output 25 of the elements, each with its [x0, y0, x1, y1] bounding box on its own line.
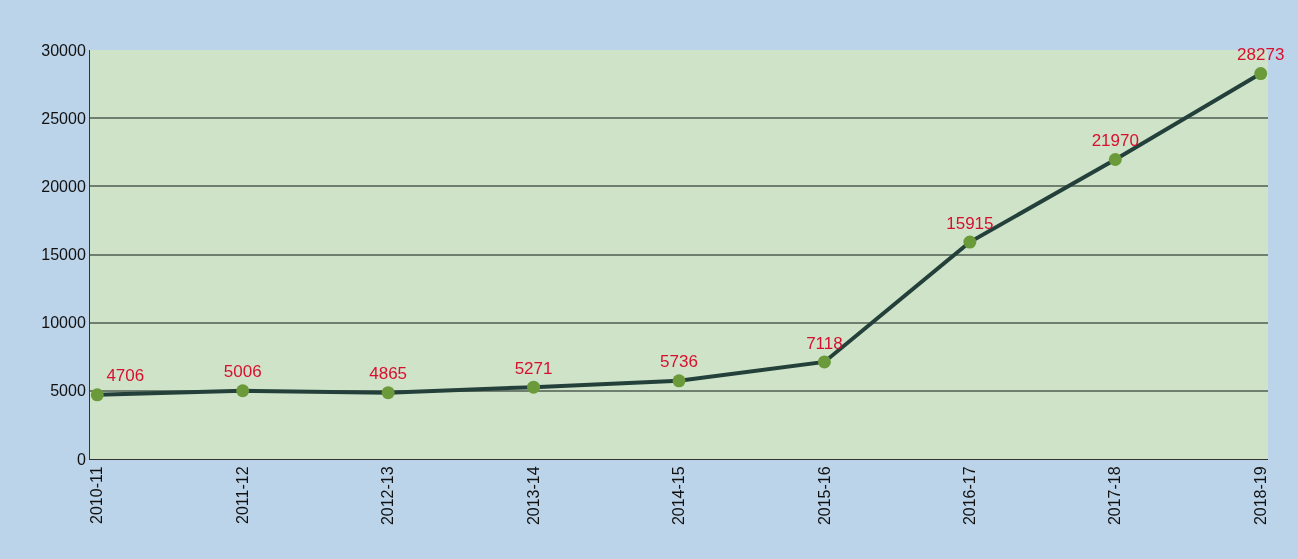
- y-tick-label: 10000: [41, 314, 86, 332]
- data-label: 15915: [946, 213, 994, 233]
- data-label: 5736: [660, 352, 698, 372]
- y-tick-label: 5000: [50, 382, 86, 400]
- x-tick-label: 2012-13: [379, 466, 397, 526]
- x-tick-label: 2013-14: [524, 466, 542, 526]
- data-label: 4706: [106, 366, 145, 386]
- data-label: 7118: [806, 333, 843, 353]
- x-tick-label: 2010-11: [88, 466, 106, 524]
- x-tick-label: 2018-19: [1251, 466, 1269, 526]
- data-label: 21970: [1091, 131, 1139, 151]
- data-label: 5271: [514, 358, 553, 378]
- x-tick-label: 2014-15: [670, 466, 688, 526]
- x-tick-label: 2015-16: [815, 466, 833, 526]
- y-tick-label: 30000: [41, 41, 86, 59]
- y-tick-label: 25000: [41, 109, 86, 127]
- y-tick-label: 0: [76, 450, 86, 468]
- x-tick-label: 2011-12: [233, 466, 251, 524]
- data-label: 4865: [369, 364, 408, 384]
- x-tick-label: 2016-17: [961, 466, 979, 526]
- x-tick-label: 2017-18: [1106, 466, 1124, 526]
- y-tick-label: 15000: [41, 246, 86, 264]
- data-label: 5006: [223, 362, 262, 382]
- data-label: 28273: [1237, 45, 1285, 65]
- y-tick-label: 20000: [41, 177, 86, 195]
